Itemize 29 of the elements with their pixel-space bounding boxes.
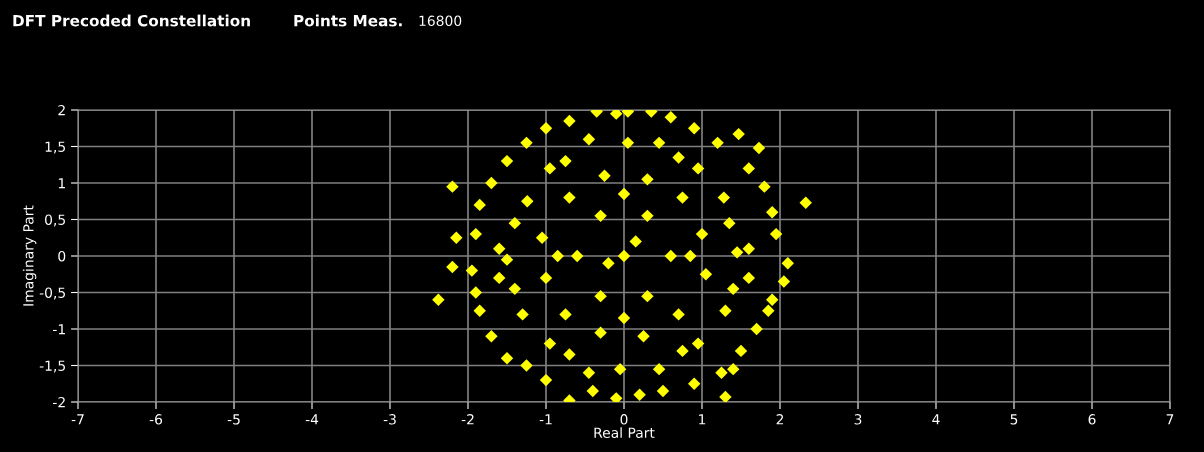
x-tick-label: -1	[539, 414, 552, 425]
x-tick-label: -3	[383, 414, 396, 425]
y-tick-label: 1	[58, 178, 65, 189]
y-tick-label: -0,5	[39, 287, 65, 300]
x-tick-label: -5	[227, 414, 240, 425]
y-tick-label: 0	[58, 250, 66, 262]
x-tick-label: 4	[932, 414, 940, 425]
x-tick-label: -7	[71, 414, 84, 425]
y-tick-label: -2	[53, 396, 65, 408]
y-tick-label: -1,5	[39, 360, 65, 373]
x-tick-label: 3	[854, 414, 862, 425]
x-axis-title: Real Part	[594, 427, 655, 438]
x-tick-label: 1	[699, 414, 706, 425]
x-tick-label: -2	[461, 414, 474, 425]
chart-title: DFT Precoded Constellation	[13, 14, 250, 27]
text: Points Meas.	[294, 14, 402, 27]
y-tick-label: -1	[53, 324, 65, 335]
x-tick-label: 6	[1088, 414, 1096, 425]
x-tick-label: 7	[1166, 414, 1174, 425]
x-tick-label: 5	[1010, 414, 1018, 425]
y-tick-label: 1,5	[45, 141, 65, 154]
y-tick-label: 0,5	[45, 214, 65, 227]
y-axis-title: Imaginary Part	[22, 205, 37, 306]
x-tick-label: -6	[149, 414, 163, 425]
x-tick-label: 2	[776, 414, 784, 425]
y-tick-label: 2	[58, 104, 65, 116]
text: 16800	[419, 15, 462, 27]
x-tick-label: 0	[620, 414, 628, 425]
x-tick-label: -4	[305, 414, 319, 425]
